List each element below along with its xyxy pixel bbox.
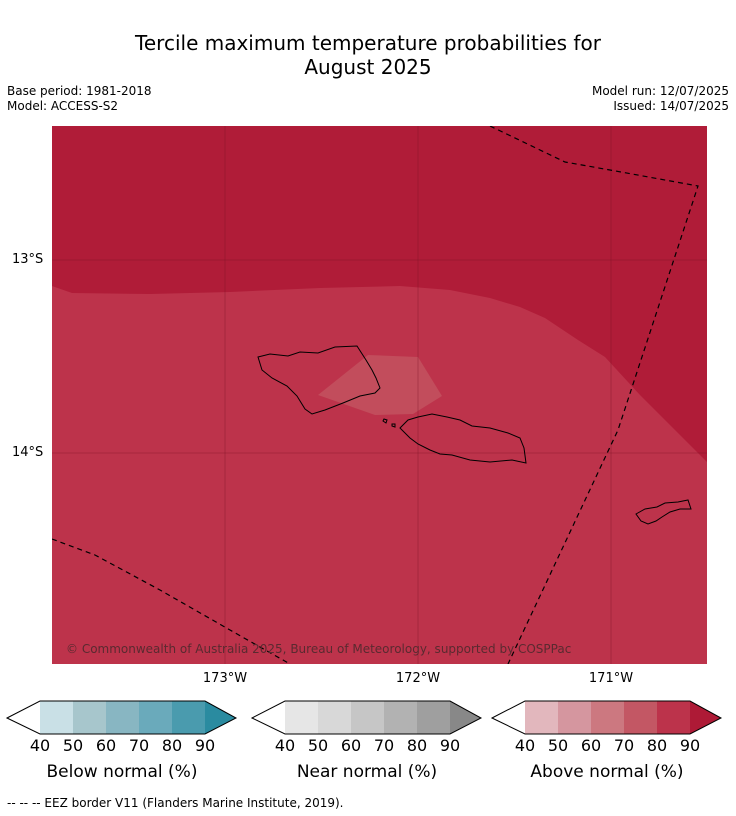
colorbar-near-overflow	[450, 701, 481, 734]
colorbar-below-overflow	[205, 701, 236, 734]
lon-label-173w: 173°W	[202, 671, 248, 686]
colorbar-above-band-1	[525, 701, 558, 734]
colorbar-above-tick: 50	[547, 736, 569, 755]
colorbar-above-band-3	[591, 701, 624, 734]
colorbar-below-underflow	[7, 701, 40, 734]
colorbar-near-tick: 70	[373, 736, 395, 755]
colorbar-below-band-3	[106, 701, 139, 734]
colorbar-near-tick: 80	[406, 736, 428, 755]
colorbar-near-band-1	[285, 701, 318, 734]
colorbar-near-tick: 90	[439, 736, 461, 755]
colorbar-near-tick: 50	[307, 736, 329, 755]
colorbar-near	[251, 700, 483, 735]
colorbar-below-tick: 40	[29, 736, 51, 755]
colorbar-below-tick: 80	[161, 736, 183, 755]
title-line-1: Tercile maximum temperature probabilitie…	[135, 31, 601, 55]
issued-date: Issued: 14/07/2025	[613, 99, 729, 113]
colorbar-near-band-5	[417, 701, 450, 734]
colorbar-above-band-2	[558, 701, 591, 734]
colorbar-near-title: Near normal (%)	[296, 762, 438, 782]
colorbar-near-underflow	[252, 701, 285, 734]
map-title: Tercile maximum temperature probabilitie…	[0, 31, 736, 79]
lon-label-171w: 171°W	[588, 671, 634, 686]
colorbar-below-band-1	[40, 701, 73, 734]
eez-border	[52, 126, 699, 664]
colorbar-above-title: Above normal (%)	[530, 762, 684, 782]
tutuila-island	[635, 499, 692, 525]
colorbar-above-underflow	[492, 701, 525, 734]
meta-left: Base period: 1981-2018 Model: ACCESS-S2	[7, 84, 152, 114]
colorbar-below-band-4	[139, 701, 172, 734]
colorbar-below-tick: 50	[62, 736, 84, 755]
colorbar-above-tick: 80	[646, 736, 668, 755]
eez-legend-note: -- -- -- EEZ border V11 (Flanders Marine…	[7, 796, 344, 810]
colorbar-below-tick: 70	[128, 736, 150, 755]
colorbar-near-tick: 40	[274, 736, 296, 755]
colorbar-near-band-2	[318, 701, 351, 734]
model-name: Model: ACCESS-S2	[7, 99, 119, 113]
copyright-notice: © Commonwealth of Australia 2025, Bureau…	[66, 642, 572, 656]
colorbar-near-band-4	[384, 701, 417, 734]
lat-label-14s: 14°S	[12, 445, 44, 460]
savaii-island	[257, 345, 381, 415]
colorbar-below-tick: 60	[95, 736, 117, 755]
coastlines	[257, 345, 692, 525]
colorbar-above-band-5	[657, 701, 690, 734]
colorbar-above	[491, 700, 723, 735]
colorbar-above-tick: 90	[679, 736, 701, 755]
model-run: Model run: 12/07/2025	[591, 84, 729, 98]
colorbar-near-tick: 60	[340, 736, 362, 755]
colorbar-above-tick: 70	[613, 736, 635, 755]
colorbar-above-tick: 60	[580, 736, 602, 755]
colorbar-above-band-4	[624, 701, 657, 734]
colorbar-below-tick: 90	[194, 736, 216, 755]
colorbar-below	[6, 700, 238, 735]
graticule	[52, 126, 707, 664]
colorbar-below-band-2	[73, 701, 106, 734]
prob-region-90	[52, 126, 707, 462]
meta-right: Model run: 12/07/2025 Issued: 14/07/2025	[592, 84, 729, 114]
colorbar-above-overflow	[690, 701, 721, 734]
colorbar-below-band-5	[172, 701, 205, 734]
small-islet-2	[391, 423, 396, 428]
small-islet-1	[382, 418, 388, 424]
title-line-2: August 2025	[304, 55, 432, 79]
colorbar-above-tick: 40	[514, 736, 536, 755]
lon-label-172w: 172°W	[395, 671, 441, 686]
colorbar-near-band-3	[351, 701, 384, 734]
colorbar-below-title: Below normal (%)	[46, 762, 198, 782]
lat-label-13s: 13°S	[12, 252, 44, 267]
base-period: Base period: 1981-2018	[7, 84, 152, 98]
upolu-island	[399, 413, 527, 464]
